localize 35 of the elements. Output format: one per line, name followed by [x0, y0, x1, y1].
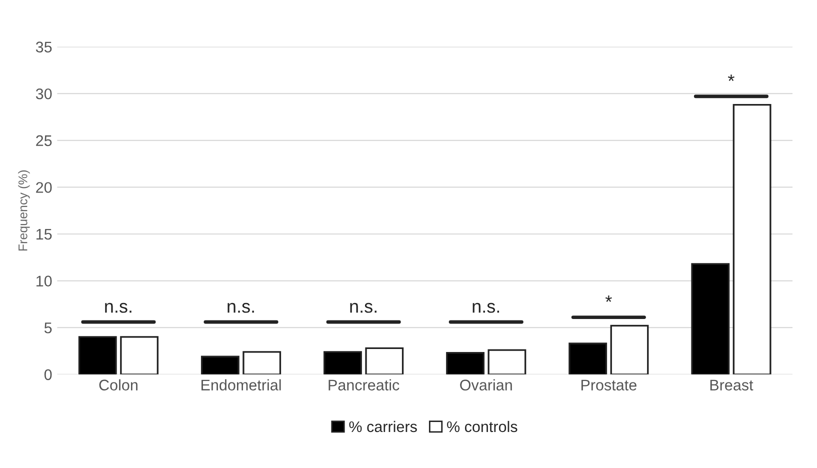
x-tick-label: Pancreatic	[328, 379, 400, 390]
annotation: *	[605, 296, 612, 302]
x-tick-label: Ovarian	[460, 379, 512, 390]
x-tick-label: Endometrial	[202, 379, 281, 390]
bar	[365, 347, 404, 374]
y-tick-label: 20	[36, 182, 52, 193]
y-tick-label: 35	[36, 42, 52, 52]
bar	[488, 349, 526, 374]
bar	[610, 324, 649, 374]
bar	[324, 351, 362, 374]
annotation: *	[728, 74, 734, 81]
x-tick-label: Colon	[99, 379, 138, 390]
y-tick-label: 15	[36, 229, 52, 240]
legend-label: % carriers	[349, 420, 417, 432]
annotation: n.s.	[105, 302, 132, 313]
y-axis-title: Frequency (%)	[18, 170, 30, 251]
annotation: n.s.	[228, 302, 254, 313]
bar	[120, 336, 159, 374]
y-tick-label: 10	[36, 276, 52, 286]
bar	[691, 263, 730, 374]
bar	[78, 336, 117, 374]
y-tick-label: 5	[44, 322, 52, 334]
bar	[446, 352, 484, 374]
x-tick-label: Breast	[710, 380, 754, 390]
bar	[242, 351, 282, 374]
y-tick-label: 30	[36, 88, 52, 100]
annotation: n.s.	[350, 302, 376, 313]
bar	[200, 356, 240, 374]
x-tick-label: Prostate	[581, 380, 636, 390]
y-tick-label: 25	[36, 135, 52, 146]
bar	[568, 342, 608, 374]
bar	[732, 104, 772, 374]
annotation: n.s.	[472, 302, 500, 313]
legend-label: % controls	[447, 420, 518, 432]
y-tick-label: 0	[44, 369, 52, 380]
